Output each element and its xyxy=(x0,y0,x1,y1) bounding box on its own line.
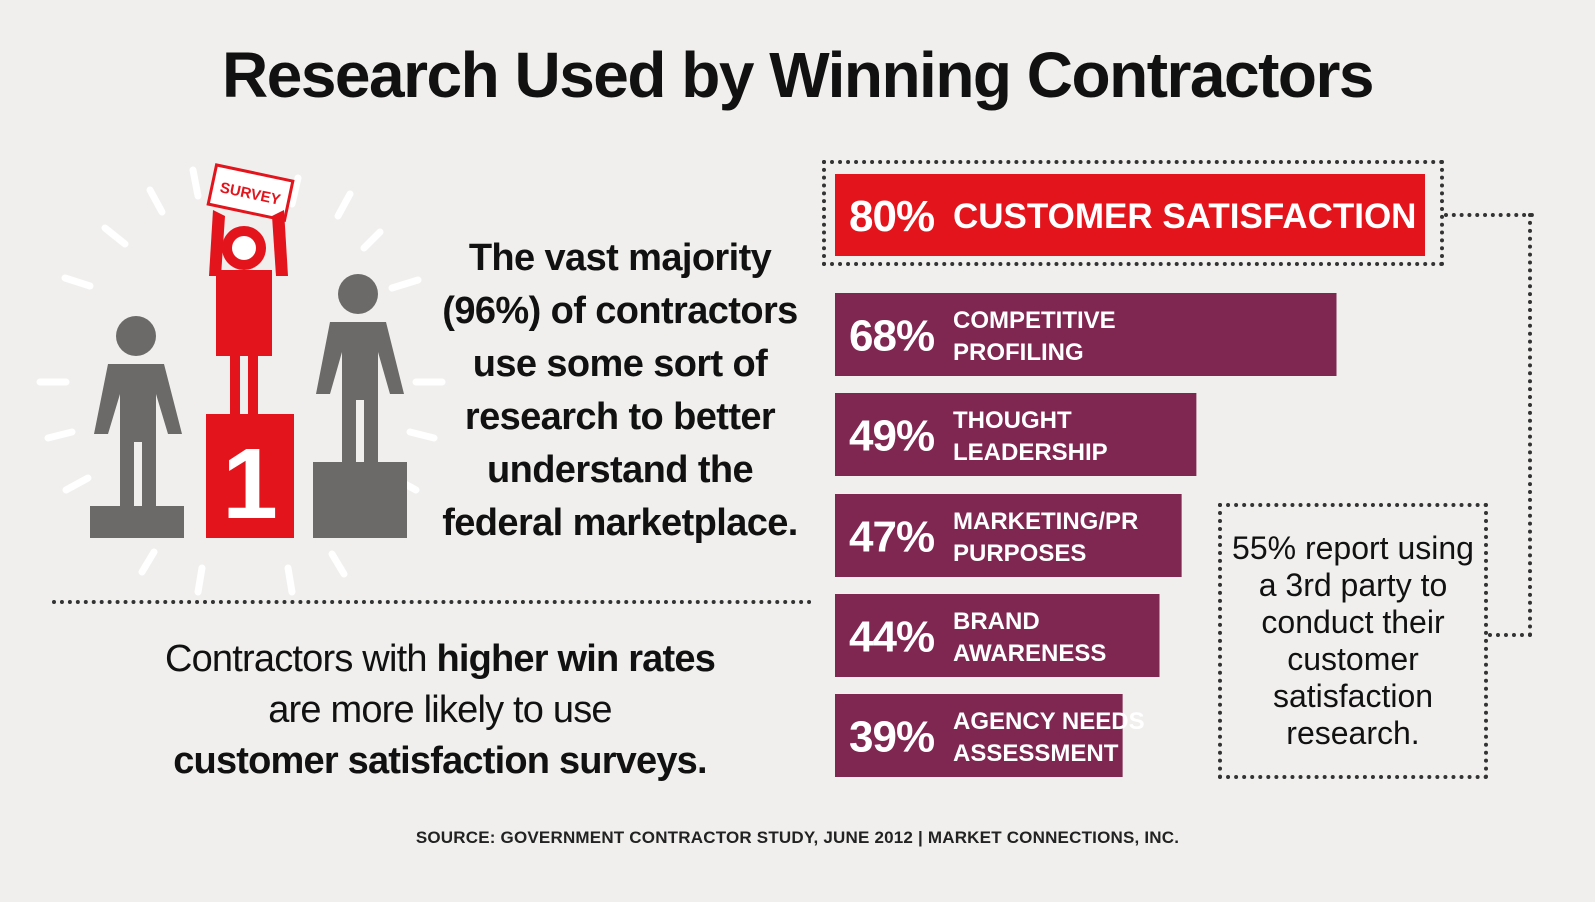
highlight-frame xyxy=(822,160,1444,266)
podium-rank: 1 xyxy=(222,428,278,540)
left-figure xyxy=(90,316,184,538)
win-rates-prefix: Contractors with xyxy=(164,638,437,680)
bar-3 xyxy=(835,494,1182,577)
bar-2 xyxy=(835,393,1197,476)
source-note: SOURCE: GOVERNMENT CONTRACTOR STUDY, JUN… xyxy=(415,828,1180,847)
bar-category-label-5-line-1: ASSESSMENT xyxy=(953,740,1119,767)
majority-statement: The vast majority (96%) of contractors u… xyxy=(442,237,798,544)
section-divider xyxy=(52,600,812,604)
bar-category-label-2-line-0: THOUGHT xyxy=(953,407,1072,434)
bar-category-label-4-line-1: AWARENESS xyxy=(953,640,1106,667)
winner-figure: SURVEY 1 xyxy=(206,163,295,540)
page-title: Research Used by Winning Contractors xyxy=(222,39,1375,111)
bar-value-label-4: 44% xyxy=(849,613,934,662)
bar-category-label-5-line-0: AGENCY NEEDS xyxy=(953,708,1145,735)
bar-value-label-0: 80% xyxy=(849,192,934,241)
bar-value-label-1: 68% xyxy=(849,312,934,361)
bar-1 xyxy=(835,293,1337,376)
win-rates-line-2: are more likely to use xyxy=(268,689,612,731)
bar-category-label-2-line-1: LEADERSHIP xyxy=(953,439,1108,466)
win-rates-statement: Contractors with higher win rates are mo… xyxy=(70,634,810,787)
win-rates-line-3: customer satisfaction surveys. xyxy=(70,736,810,787)
bar-category-label-1-line-0: COMPETITIVE xyxy=(953,307,1116,334)
bar-category-label-3-line-0: MARKETING/PR xyxy=(953,508,1138,535)
right-figure xyxy=(313,274,407,538)
bar-5 xyxy=(835,694,1123,777)
connector-line-vertical xyxy=(1528,213,1532,637)
bar-value-label-2: 49% xyxy=(849,412,934,461)
win-rates-line-1: Contractors with higher win rates xyxy=(70,634,810,685)
bar-4 xyxy=(835,594,1160,677)
connector-line-top xyxy=(1444,213,1534,217)
win-rates-emphasis: higher win rates xyxy=(436,638,716,680)
bar-category-label-0: CUSTOMER SATISFACTION xyxy=(953,197,1416,236)
bar-category-label-4-line-0: BRAND xyxy=(953,608,1040,635)
bar-category-label-3-line-1: PURPOSES xyxy=(953,540,1086,567)
bar-value-label-3: 47% xyxy=(849,513,934,562)
bar-category-label-1-line-1: PROFILING xyxy=(953,339,1084,366)
connector-line-bottom xyxy=(1488,633,1532,637)
podium-illustration: SURVEY 1 xyxy=(36,163,446,596)
win-rates-surveys: customer satisfaction surveys. xyxy=(173,740,707,782)
third-party-callout: 55% report using a 3rd party to conduct … xyxy=(1218,503,1488,779)
bar-value-label-5: 39% xyxy=(849,713,934,762)
bar-0 xyxy=(835,174,1425,256)
